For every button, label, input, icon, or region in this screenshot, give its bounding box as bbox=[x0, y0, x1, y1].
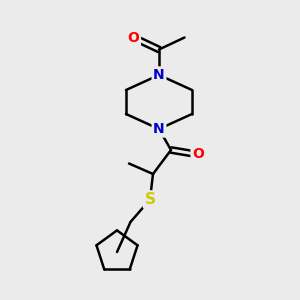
Text: N: N bbox=[153, 68, 165, 82]
Text: O: O bbox=[192, 148, 204, 161]
Text: N: N bbox=[153, 122, 165, 136]
Text: O: O bbox=[128, 31, 140, 44]
Text: S: S bbox=[145, 192, 155, 207]
